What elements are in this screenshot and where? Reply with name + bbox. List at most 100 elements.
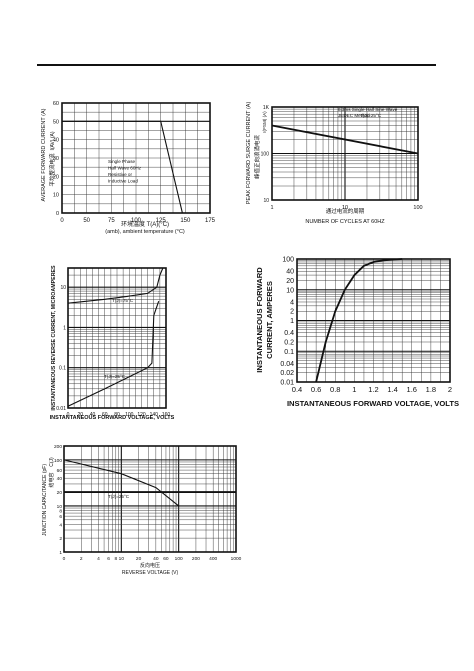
chart1-annotation: Inductive Load (108, 179, 138, 184)
chart2-y-tick: 100 (261, 152, 270, 158)
chart4-y-tick: 10 (286, 287, 294, 294)
chart1-x-tick: 175 (205, 218, 216, 224)
chart1-series-line (62, 120, 183, 214)
chart4-x-tick: 2 (448, 385, 452, 394)
chart4-y-tick: 0.2 (284, 339, 294, 346)
chart1-xlabel-cn: 环境温度 T(A)(°C) (121, 220, 169, 228)
chart5-ylabel-cn: 结电容 (48, 472, 55, 487)
chart4-x-tick: 0.8 (330, 385, 340, 394)
chart3-series-line-2 (67, 301, 160, 407)
chart3-x-tick: 40 (90, 412, 96, 418)
chart2-legend-item: JEDEC Method (338, 113, 370, 118)
chart3-series-label-2: T(J)=25°C (104, 374, 126, 379)
chart5-y-tick: 40 (57, 476, 63, 482)
chart4-x-tick: 1.6 (407, 385, 417, 394)
chart3-x-tick: 100 (125, 412, 134, 418)
header-rule (37, 64, 436, 66)
chart2-ylabel: PEAK FORWARD SURGE CURRENT (A) (246, 102, 252, 205)
chart5-x-tick: 0 (63, 556, 66, 562)
chart5-series-line (63, 459, 180, 507)
chart4-series-line (315, 258, 403, 383)
chart5-x-tick: 10 (119, 556, 125, 562)
chart1-y-tick: 20 (53, 174, 59, 180)
chart5-x-tick: 2 (80, 556, 83, 562)
chart2-y-tick: 10 (263, 198, 269, 204)
chart5-series-label: T(J)=25°C (108, 494, 130, 499)
chart5-x-tick: 400 (209, 556, 217, 562)
chart3-ylabel: INSTANTANEOUS REVERSE CURRENT, MICROAMPE… (51, 265, 57, 411)
chart4-x-tick: 1.4 (387, 385, 397, 394)
chart5-y-tick: 8 (59, 508, 62, 514)
chart3-x-tick: 80 (114, 412, 120, 418)
chart4-y-tick: 4 (290, 299, 294, 306)
chart5-y-tick: 6 (59, 514, 62, 520)
chart4-x-tick: 1.8 (426, 385, 436, 394)
chart1-x-tick: 50 (83, 218, 90, 224)
chart3-x-tick: 0 (67, 412, 70, 418)
chart5-x-tick: 8 (114, 556, 117, 562)
chart4-y-tick: 2 (290, 309, 294, 316)
chart1-frame (61, 102, 211, 214)
chart3-x-tick: 20 (77, 412, 83, 418)
chart5-x-tick: 6 (107, 556, 110, 562)
chart2-legend-item: T(J)=25°C (360, 113, 382, 118)
chart5-y-tick: 200 (54, 444, 62, 450)
chart4-y-tick: 0.1 (284, 349, 294, 356)
chart5-x-tick: 60 (163, 556, 169, 562)
chart4-y-tick: 40 (286, 269, 294, 276)
chart5-y-tick: 4 (59, 522, 62, 528)
chart5-y-tick: 10 (57, 504, 63, 510)
chart1-y-tick: 40 (53, 138, 59, 144)
chart5-ylabel: JUNCTION CAPACITANCE (pF) (42, 464, 48, 536)
chart5-x-tick: 20 (136, 556, 142, 562)
chart5-x-tick: 100 (175, 556, 183, 562)
chart1-y-tick: 10 (53, 193, 59, 199)
chart4-y-tick: 100 (282, 257, 294, 264)
chart5-x-tick: 200 (192, 556, 200, 562)
chart1-x-tick: 100 (131, 218, 142, 224)
chart1-annotation: Half Wave 60Hz (108, 166, 142, 171)
chart2-series-line (271, 124, 419, 155)
chart5-x-tick: 40 (153, 556, 159, 562)
chart2-xlabel: NUMBER OF CYCLES AT 60HZ (305, 219, 385, 225)
chart4-x-tick: 0.6 (311, 385, 321, 394)
chart4-xlabel: INSTANTANEOUS FORWARD VOLTAGE, VOLTS (287, 399, 459, 408)
chart4-y-tick: 0.4 (284, 330, 294, 337)
chart1-y-tick: 50 (53, 119, 59, 125)
chart3-x-tick: 140 (150, 412, 159, 418)
chart1-y-tick: 60 (53, 101, 59, 107)
chart1-xlabel: (amb), ambient temperature (°C) (105, 229, 185, 235)
chart3-y-tick: 0.01 (56, 406, 66, 412)
chart5-y-tick: 2 (59, 536, 62, 542)
chart2-y-tick: 1K (263, 105, 270, 111)
chart4-y-tick: 0.04 (280, 361, 294, 368)
chart5-ylabel-symbol: C(J) (49, 457, 55, 467)
chart5-y-tick: 60 (57, 468, 63, 474)
chart5-y-tick: 100 (54, 458, 62, 464)
chart1-annotation: Resistive or (108, 172, 132, 177)
chart2-xlabel-cn: 通过电流的周期 (326, 207, 365, 215)
chart3-xlabel: INSTANTANEOUS FORWARD VOLTAGE, VOLTS (50, 415, 175, 421)
chart3-y-tick: 0.1 (59, 366, 66, 372)
chart4-y-tick: 1 (290, 318, 294, 325)
chart3-x-tick: 160 (162, 412, 171, 418)
chart3-x-tick: 60 (102, 412, 108, 418)
chart2-x-tick: 1 (270, 205, 273, 211)
chart1-annotation: Single Phase (108, 159, 136, 164)
chart4-ylabel-line1: INSTANTANEOUS FORWARD (255, 267, 264, 373)
chart3-y-tick: 1 (63, 325, 66, 331)
chart2-x-tick: 100 (413, 205, 422, 211)
chart3-series-label-1: T(J)=75°C (112, 298, 134, 303)
chart4-y-tick: 0.01 (280, 380, 294, 387)
chart5-frame (63, 445, 237, 553)
chart1-ylabel: AVERAGE FORWARD CURRENT (A) (41, 108, 47, 201)
chart4-x-tick: 0.4 (292, 385, 302, 394)
chart3-x-tick: 120 (137, 412, 146, 418)
chart1-x-tick: 75 (108, 218, 115, 224)
chart5-x-tick: 1000 (231, 556, 242, 562)
chart1-ylabel-cn: 平均整流电流 (48, 153, 56, 187)
chart3-frame (67, 267, 167, 409)
chart5-y-tick: 20 (57, 490, 63, 496)
